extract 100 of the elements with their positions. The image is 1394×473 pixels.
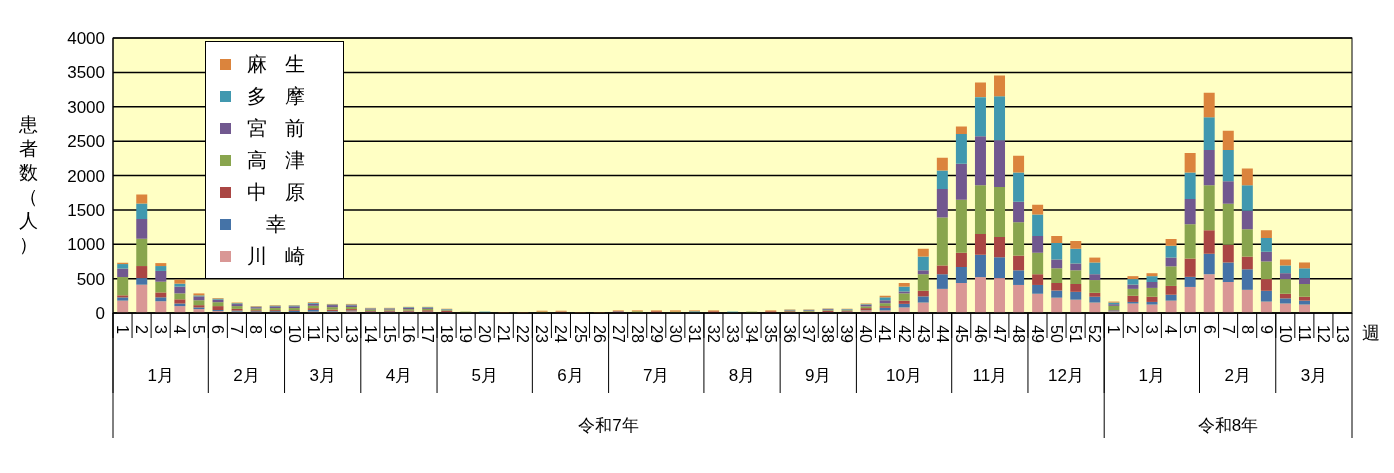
x-tick-label: 32 — [704, 325, 722, 343]
x-tick-label: 8 — [1238, 325, 1256, 334]
text: 2月 — [1224, 365, 1251, 385]
x-tick-label: 6 — [1200, 325, 1218, 334]
x-tick-label: 15 — [380, 325, 398, 343]
text: 6月 — [557, 365, 584, 385]
x-tick-label: 8 — [247, 325, 265, 334]
x-tick-label: 34 — [743, 325, 761, 343]
x-tick-label: 26 — [590, 325, 608, 343]
x-tick-label: 20 — [476, 325, 494, 343]
legend-label: 高津 — [246, 147, 324, 173]
x-tick-label: 2 — [133, 325, 151, 334]
x-axis-title: 週 — [1362, 323, 1380, 343]
x-tick-label: 5 — [190, 325, 208, 334]
text: 9月 — [805, 365, 832, 385]
x-tick-label: 23 — [533, 325, 551, 343]
x-tick-label: 28 — [628, 325, 646, 343]
legend-label: 幸 — [265, 211, 305, 237]
x-tick-label: 12 — [1314, 325, 1332, 343]
text: 令和8年 — [1197, 415, 1259, 435]
x-tick-label: 18 — [438, 325, 456, 343]
x-tick-label: 7 — [228, 325, 246, 334]
x-tick-label: 14 — [361, 325, 379, 343]
text: 10月 — [886, 365, 923, 385]
y-tick-label: 0 — [95, 304, 105, 324]
x-tick-label: 3 — [1143, 325, 1161, 334]
x-tick-label: 16 — [399, 325, 417, 343]
x-tick-label: 9 — [266, 325, 284, 334]
x-tick-label: 37 — [800, 325, 818, 343]
y-tick-label: 2500 — [67, 132, 105, 152]
x-tick-label: 17 — [419, 325, 437, 343]
x-tick-label: 22 — [514, 325, 532, 343]
text: 2月 — [233, 365, 260, 385]
text: 5月 — [471, 365, 498, 385]
text: 令和7年 — [578, 415, 639, 435]
text: 4月 — [385, 365, 413, 385]
text: 11月 — [972, 365, 1008, 385]
text: 12月 — [1048, 365, 1085, 385]
x-tick-label: 25 — [571, 325, 589, 343]
x-tick-label: 46 — [971, 325, 989, 343]
x-tick-label: 36 — [781, 325, 799, 343]
x-tick-label: 4 — [1162, 325, 1180, 334]
x-tick-label: 1 — [114, 325, 132, 334]
text: 1月 — [147, 365, 174, 385]
x-tick-label: 43 — [914, 325, 932, 343]
x-tick-label: 48 — [1009, 325, 1027, 343]
x-tick-label: 19 — [457, 325, 475, 343]
x-tick-label: 11 — [304, 325, 322, 342]
x-tick-label: 11 — [1295, 325, 1313, 342]
y-tick-label: 1000 — [67, 235, 105, 255]
y-tick-label: 4000 — [67, 29, 105, 49]
x-tick-label: 13 — [1333, 325, 1351, 343]
x-tick-label: 12 — [323, 325, 341, 343]
x-tick-label: 51 — [1067, 325, 1085, 343]
x-tick-label: 45 — [952, 325, 970, 343]
x-tick-label: 52 — [1086, 325, 1104, 343]
x-tick-label: 6 — [209, 325, 227, 334]
x-tick-label: 24 — [552, 325, 570, 343]
x-tick-label: 1 — [1105, 325, 1123, 334]
x-tick-label: 7 — [1219, 325, 1237, 334]
x-tick-label: 38 — [819, 325, 837, 343]
x-tick-label: 39 — [838, 325, 856, 343]
x-tick-label: 41 — [876, 325, 894, 343]
legend-label: 宮前 — [246, 115, 324, 141]
x-tick-label: 47 — [990, 325, 1008, 343]
x-tick-label: 35 — [762, 325, 780, 343]
x-tick-label: 21 — [495, 325, 513, 343]
x-tick-label: 44 — [933, 325, 951, 343]
y-tick-label: 3000 — [67, 97, 105, 117]
y-tick-label: 500 — [76, 269, 105, 289]
x-tick-label: 49 — [1028, 325, 1046, 343]
x-tick-label: 31 — [685, 325, 703, 343]
x-tick-label: 10 — [285, 325, 303, 343]
legend-label: 多摩 — [246, 83, 324, 109]
legend-label: 川崎 — [246, 243, 324, 269]
x-tick-label: 9 — [1257, 325, 1275, 334]
x-tick-label: 50 — [1048, 325, 1066, 343]
x-tick-label: 27 — [609, 325, 627, 343]
x-tick-label: 30 — [666, 325, 684, 343]
legend-label: 麻生 — [246, 51, 324, 77]
x-tick-label: 29 — [647, 325, 665, 343]
text: 3月 — [309, 365, 336, 385]
legend-label: 中原 — [246, 179, 324, 205]
x-tick-label: 4 — [171, 325, 189, 334]
text: 7月 — [643, 365, 670, 385]
x-tick-label: 2 — [1124, 325, 1142, 334]
y-tick-label: 3500 — [67, 63, 105, 83]
x-tick-label: 40 — [857, 325, 875, 343]
y-axis-title: 患者数（人） — [18, 113, 38, 257]
text: 3月 — [1300, 365, 1328, 385]
x-tick-label: 10 — [1276, 325, 1294, 343]
x-tick-label: 42 — [895, 325, 913, 343]
y-tick-label: 2000 — [67, 166, 105, 186]
y-tick-label: 1500 — [67, 200, 105, 220]
x-tick-label: 3 — [152, 325, 170, 334]
x-tick-label: 33 — [724, 325, 741, 343]
text: 1月 — [1138, 365, 1166, 385]
x-tick-label: 5 — [1181, 325, 1199, 334]
text: 8月 — [728, 365, 756, 385]
x-tick-label: 13 — [342, 325, 360, 343]
